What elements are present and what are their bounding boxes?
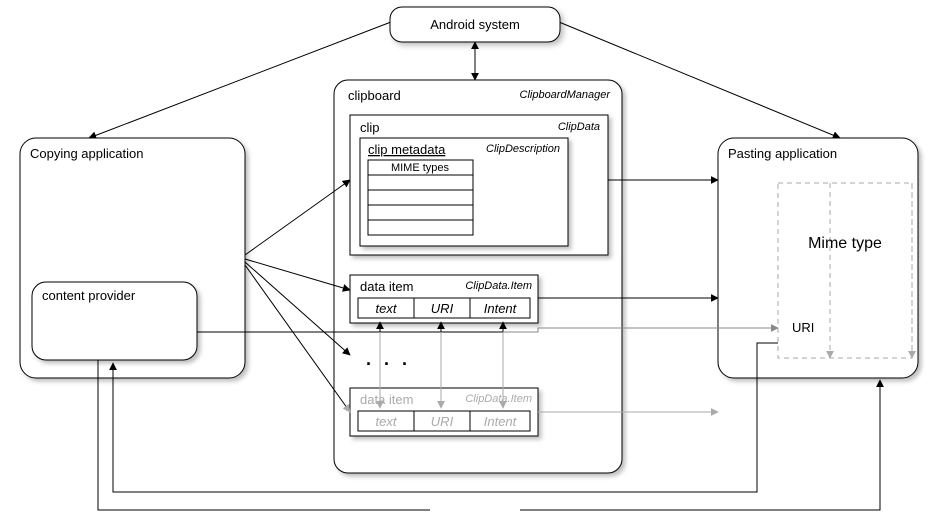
node-pasting-app: Pasting application bbox=[718, 138, 918, 378]
dataitem2-cell-uri: URI bbox=[431, 414, 454, 429]
clipboard-label: clipboard bbox=[348, 88, 401, 103]
copying-app-label: Copying application bbox=[30, 146, 143, 161]
mimetypes-header-label: MIME types bbox=[391, 162, 450, 174]
dataitem2-cells: text URI Intent bbox=[358, 411, 530, 431]
node-clip-metadata: clip metadata ClipDescription MIME types bbox=[360, 138, 568, 246]
dataitem1-cell-text: text bbox=[376, 301, 398, 316]
dataitem2-label: data item bbox=[360, 392, 413, 407]
clip-metadata-classname: ClipDescription bbox=[486, 143, 560, 155]
node-content-provider: content provider bbox=[32, 282, 197, 360]
dataitem1-cells: text URI Intent bbox=[358, 298, 530, 318]
clip-metadata-label: clip metadata bbox=[368, 142, 446, 157]
mimetypes-table: MIME types bbox=[368, 160, 473, 235]
dataitem1-classname: ClipData.Item bbox=[465, 280, 532, 292]
dataitem1-label: data item bbox=[360, 279, 413, 294]
dataitem2-classname: ClipData.Item bbox=[465, 393, 532, 405]
dataitem1-cell-intent: Intent bbox=[484, 301, 518, 316]
node-data-item-1: data item ClipData.Item text URI Intent bbox=[350, 275, 538, 323]
android-system-label: Android system bbox=[430, 17, 520, 32]
mimetype-uri-label: URI bbox=[792, 320, 814, 335]
ellipsis: . . . bbox=[366, 349, 411, 369]
mimetype-label: Mime type bbox=[808, 235, 882, 252]
clip-label: clip bbox=[360, 120, 380, 135]
node-android-system: Android system bbox=[390, 7, 560, 42]
dataitem1-cell-uri: URI bbox=[431, 301, 454, 316]
content-provider-label: content provider bbox=[42, 288, 136, 303]
node-data-item-2: data item ClipData.Item text URI Intent bbox=[350, 388, 538, 436]
clipboard-classname: ClipboardManager bbox=[520, 89, 612, 101]
dataitem2-cell-intent: Intent bbox=[484, 414, 518, 429]
pasting-app-label: Pasting application bbox=[728, 146, 837, 161]
dataitem2-cell-text: text bbox=[376, 414, 398, 429]
clip-classname: ClipData bbox=[558, 121, 600, 133]
